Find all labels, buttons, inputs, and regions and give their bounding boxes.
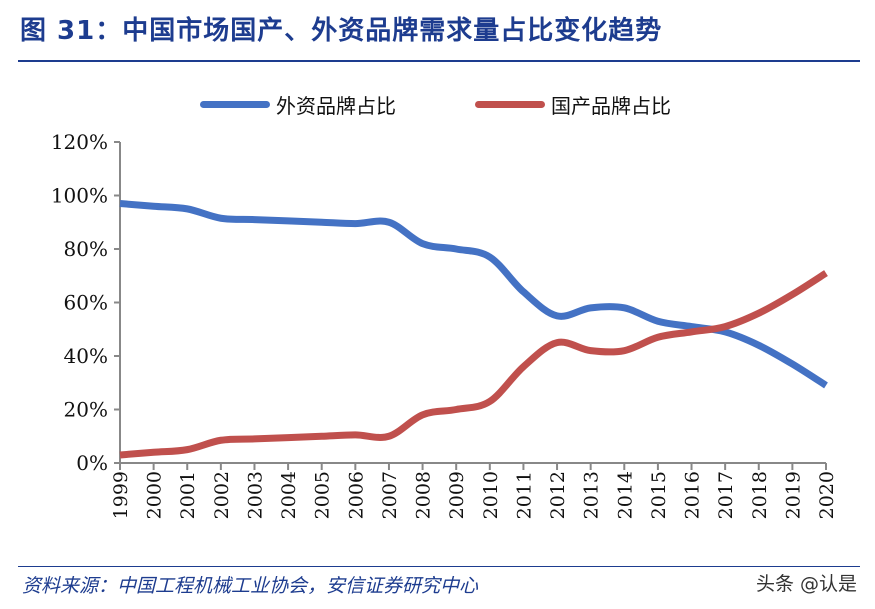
legend-item-foreign: 外资品牌占比 — [200, 90, 396, 119]
x-tick-label: 2007 — [379, 471, 401, 519]
source-note: 资料来源：中国工程机械工业协会，安信证券研究中心 — [22, 575, 479, 597]
legend-label-foreign: 外资品牌占比 — [276, 94, 396, 118]
figure-title: 图 31：中国市场国产、外资品牌需求量占比变化趋势 — [20, 16, 663, 46]
x-tick-label: 2009 — [446, 471, 468, 519]
legend-swatch-foreign — [200, 101, 270, 108]
x-tick-label: 2005 — [312, 471, 334, 519]
x-tick-label: 2018 — [749, 471, 771, 519]
x-tick-label: 2019 — [782, 471, 804, 519]
y-tick-label: 0% — [76, 451, 108, 475]
x-tick-label: 1999 — [110, 471, 132, 519]
x-tick-label: 2006 — [345, 471, 367, 519]
series-line-foreign — [119, 200, 828, 389]
watermark: 头条 @认是 — [755, 573, 857, 595]
y-tick-label: 40% — [64, 344, 108, 368]
y-tick-label: 60% — [64, 291, 108, 315]
title-rule — [18, 60, 860, 62]
x-tick-label: 2011 — [513, 471, 535, 519]
legend-item-domestic: 国产品牌占比 — [475, 90, 671, 119]
x-tick-label: 2020 — [816, 471, 838, 519]
y-tick-label: 20% — [64, 398, 108, 422]
y-tick-label: 80% — [64, 237, 108, 261]
x-tick-label: 2013 — [581, 471, 603, 519]
x-tick-label: 2000 — [144, 471, 166, 519]
x-tick-label: 2015 — [648, 471, 670, 519]
x-tick-label: 2017 — [715, 471, 737, 519]
series-line-domestic — [119, 270, 828, 459]
x-tick-label: 2001 — [177, 471, 199, 519]
x-tick-label: 2004 — [278, 471, 300, 519]
x-tick-label: 2014 — [614, 471, 636, 519]
legend-swatch-domestic — [475, 101, 545, 108]
x-tick-label: 2002 — [211, 471, 233, 519]
x-tick-label: 2003 — [244, 471, 266, 519]
x-tick-label: 2010 — [480, 471, 502, 519]
y-tick-label: 120% — [51, 130, 108, 154]
legend-label-domestic: 国产品牌占比 — [551, 94, 671, 118]
source-rule — [18, 566, 860, 567]
y-tick-label: 100% — [51, 184, 108, 208]
x-tick-label: 2016 — [682, 471, 704, 519]
x-tick-label: 2012 — [547, 471, 569, 519]
x-tick-label: 2008 — [413, 471, 435, 519]
